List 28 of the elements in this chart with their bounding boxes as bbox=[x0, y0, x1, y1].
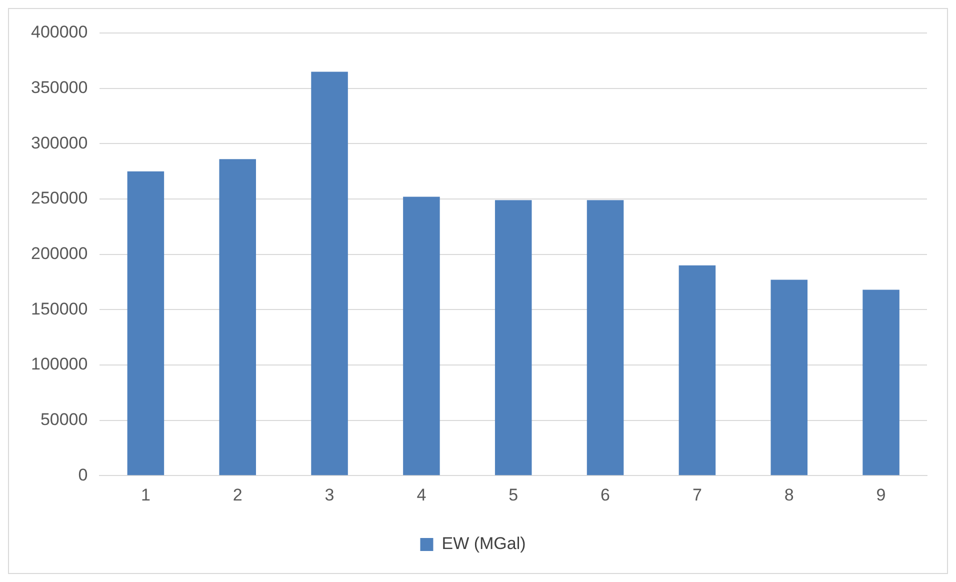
bar bbox=[219, 159, 256, 476]
bar bbox=[311, 72, 348, 476]
bar bbox=[770, 280, 808, 476]
y-tick-label: 200000 bbox=[30, 244, 88, 263]
y-tick-label: 100000 bbox=[30, 354, 88, 374]
bar bbox=[678, 265, 716, 476]
y-tick-label: 350000 bbox=[30, 78, 88, 98]
bar bbox=[494, 200, 532, 476]
bar bbox=[403, 196, 440, 476]
y-tick-label: 400000 bbox=[30, 22, 88, 42]
y-tick-label: 300000 bbox=[30, 133, 88, 152]
x-tick-label: 4 bbox=[416, 485, 426, 504]
x-tick-label: 3 bbox=[324, 485, 334, 504]
y-tick-label: 150000 bbox=[30, 299, 88, 318]
x-tick-label: 6 bbox=[600, 485, 610, 504]
x-tick-label: 7 bbox=[692, 485, 702, 504]
legend-label: EW (MGal) bbox=[442, 534, 526, 554]
y-tick-label: 0 bbox=[78, 465, 88, 484]
bar bbox=[127, 171, 164, 476]
y-tick-label: 250000 bbox=[30, 188, 88, 208]
x-tick-label: 8 bbox=[784, 485, 794, 504]
y-tick-label: 50000 bbox=[40, 410, 88, 429]
bar bbox=[862, 290, 900, 476]
x-tick-label: 9 bbox=[876, 485, 886, 504]
x-tick-label: 5 bbox=[508, 485, 518, 504]
bar bbox=[586, 200, 624, 476]
x-tick-label: 2 bbox=[232, 485, 242, 504]
x-tick-label: 1 bbox=[140, 485, 150, 504]
